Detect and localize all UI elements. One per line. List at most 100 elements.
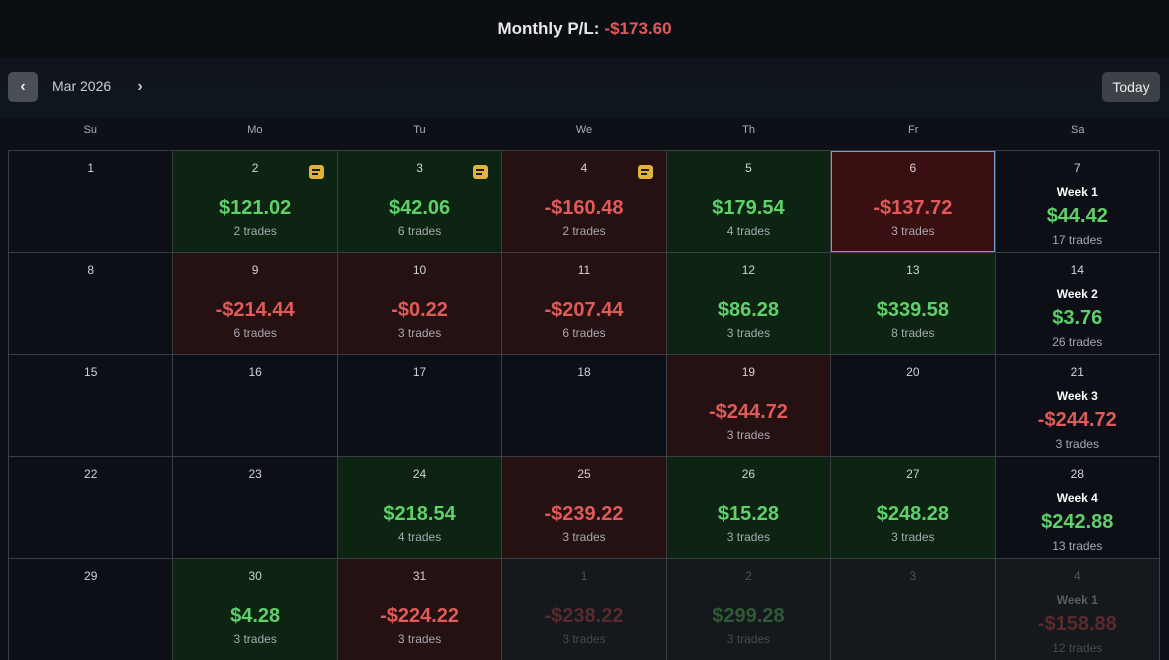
- calendar-day-cell[interactable]: 16: [173, 355, 338, 457]
- day-trade-count: 2 trades: [562, 224, 606, 238]
- calendar-day-cell[interactable]: 15: [9, 355, 174, 457]
- day-number: 10: [412, 263, 427, 277]
- day-trade-count: 3 trades: [726, 530, 771, 544]
- calendar-day-cell[interactable]: 23: [173, 457, 338, 559]
- calendar-day-cell[interactable]: 18: [502, 355, 667, 457]
- day-number: 30: [248, 569, 262, 583]
- day-trade-count: 3 trades: [562, 632, 606, 646]
- day-trade-count: 6 trades: [397, 224, 442, 238]
- calendar-day-cell[interactable]: 17: [337, 355, 503, 457]
- calendar-day-cell[interactable]: 1 -$238.22 3 trades: [502, 559, 667, 660]
- day-trade-count: 3 trades: [397, 326, 442, 340]
- calendar-day-cell[interactable]: 11 -$207.44 6 trades: [502, 253, 667, 355]
- day-number: 26: [741, 467, 756, 481]
- day-number: 7: [1073, 161, 1081, 175]
- day-number: 2: [745, 569, 752, 583]
- week-summary-cell[interactable]: 21 Week 3 -$244.72 3 trades: [995, 355, 1160, 457]
- week-label: Week 4: [1056, 491, 1098, 505]
- week-label: Week 1: [1056, 185, 1098, 199]
- day-pnl: -$207.44: [544, 299, 624, 321]
- day-pnl: $42.06: [388, 197, 451, 219]
- calendar-day-cell[interactable]: 12 $86.28 3 trades: [666, 253, 832, 355]
- day-number: 19: [741, 365, 756, 379]
- calendar-day-cell[interactable]: 27 $248.28 3 trades: [831, 457, 996, 559]
- day-pnl: -$137.72: [873, 197, 953, 219]
- week-trade-count: 3 trades: [1055, 437, 1099, 451]
- calendar-day-cell[interactable]: 1: [9, 151, 174, 253]
- week-pnl: $242.88: [1041, 511, 1114, 533]
- calendar-day-cell[interactable]: 30 $4.28 3 trades: [173, 559, 338, 660]
- prev-month-button[interactable]: ‹: [8, 72, 38, 102]
- day-pnl: $179.54: [712, 197, 785, 219]
- calendar-day-cell[interactable]: 4 -$160.48 2 trades: [502, 151, 667, 253]
- day-pnl: -$160.48: [544, 197, 624, 219]
- day-number: 9: [251, 263, 259, 277]
- monthly-pl-value: -$173.60: [604, 19, 672, 38]
- note-icon[interactable]: [473, 165, 489, 179]
- calendar-day-cell[interactable]: 19 -$244.72 3 trades: [666, 355, 832, 457]
- day-number: 4: [580, 161, 588, 175]
- week-label: Week 2: [1056, 287, 1098, 301]
- day-number: 28: [1070, 467, 1084, 481]
- day-number: 29: [84, 569, 98, 583]
- calendar-day-cell[interactable]: 2 $121.02 2 trades: [173, 151, 338, 253]
- day-trade-count: 6 trades: [233, 326, 277, 340]
- calendar-day-cell[interactable]: 25 -$239.22 3 trades: [502, 457, 667, 559]
- note-icon[interactable]: [308, 165, 324, 179]
- day-number: 1: [87, 161, 95, 175]
- day-number: 8: [87, 263, 95, 277]
- day-number: 21: [1070, 365, 1084, 379]
- week-pnl: $3.76: [1052, 307, 1103, 329]
- week-label: Week 3: [1056, 389, 1098, 403]
- calendar-day-cell[interactable]: 6 -$137.72 3 trades: [831, 151, 996, 253]
- calendar-day-cell[interactable]: 20: [831, 355, 996, 457]
- week-label: Week 1: [1056, 593, 1098, 607]
- calendar-day-cell[interactable]: 2 $299.28 3 trades: [666, 559, 832, 660]
- day-number: 23: [248, 467, 262, 481]
- calendar-day-cell[interactable]: 3: [831, 559, 996, 660]
- day-number: 2: [251, 161, 259, 175]
- day-trade-count: 4 trades: [726, 224, 771, 238]
- today-button[interactable]: Today: [1102, 72, 1160, 102]
- calendar-day-cell[interactable]: 5 $179.54 4 trades: [666, 151, 832, 253]
- calendar-day-cell[interactable]: 26 $15.28 3 trades: [666, 457, 832, 559]
- day-trade-count: 3 trades: [726, 428, 771, 442]
- day-pnl: -$238.22: [544, 605, 624, 627]
- calendar-day-cell[interactable]: 9 -$214.44 6 trades: [173, 253, 338, 355]
- next-month-button[interactable]: ›: [137, 78, 143, 95]
- calendar-grid: 1 2 $121.02 2 trades 3 $42.06 6 trades 4 -$160.4…: [8, 150, 1160, 660]
- calendar-day-cell[interactable]: 22: [9, 457, 174, 559]
- week-summary-cell[interactable]: 28 Week 4 $242.88 13 trades: [995, 457, 1160, 559]
- calendar-day-cell[interactable]: 24 $218.54 4 trades: [337, 457, 503, 559]
- day-trade-count: 3 trades: [891, 224, 935, 238]
- day-trade-count: 3 trades: [726, 326, 771, 340]
- day-pnl: $15.28: [717, 503, 779, 525]
- day-number: 25: [577, 467, 591, 481]
- week-summary-cell[interactable]: 4 Week 1 -$158.88 12 trades: [995, 559, 1160, 660]
- day-trade-count: 3 trades: [726, 632, 771, 646]
- day-trade-count: 3 trades: [891, 530, 935, 544]
- calendar-day-cell[interactable]: 8: [9, 253, 174, 355]
- week-summary-cell[interactable]: 7 Week 1 $44.42 17 trades: [995, 151, 1160, 253]
- weekday-label: Tu: [413, 124, 426, 136]
- calendar-day-cell[interactable]: 10 -$0.22 3 trades: [337, 253, 503, 355]
- weekday-label: Fr: [907, 124, 919, 136]
- monthly-pl-header: Monthly P/L: -$173.60: [0, 0, 1169, 58]
- calendar-day-cell[interactable]: 31 -$224.22 3 trades: [337, 559, 503, 660]
- week-pnl: -$244.72: [1037, 409, 1117, 431]
- day-pnl: $339.58: [876, 299, 949, 321]
- day-number: 5: [745, 161, 752, 175]
- week-summary-cell[interactable]: 14 Week 2 $3.76 26 trades: [995, 253, 1160, 355]
- calendar-day-cell[interactable]: 3 $42.06 6 trades: [337, 151, 503, 253]
- day-pnl: $218.54: [383, 503, 456, 525]
- day-pnl: -$244.72: [708, 401, 788, 423]
- day-number: 22: [84, 467, 98, 481]
- calendar-day-cell[interactable]: 29: [9, 559, 174, 660]
- day-number: 17: [412, 365, 427, 379]
- week-pnl: $44.42: [1046, 205, 1108, 227]
- day-number: 13: [906, 263, 920, 277]
- calendar-day-cell[interactable]: 13 $339.58 8 trades: [831, 253, 996, 355]
- day-number: 12: [741, 263, 756, 277]
- note-icon[interactable]: [637, 165, 653, 179]
- day-number: 31: [412, 569, 427, 583]
